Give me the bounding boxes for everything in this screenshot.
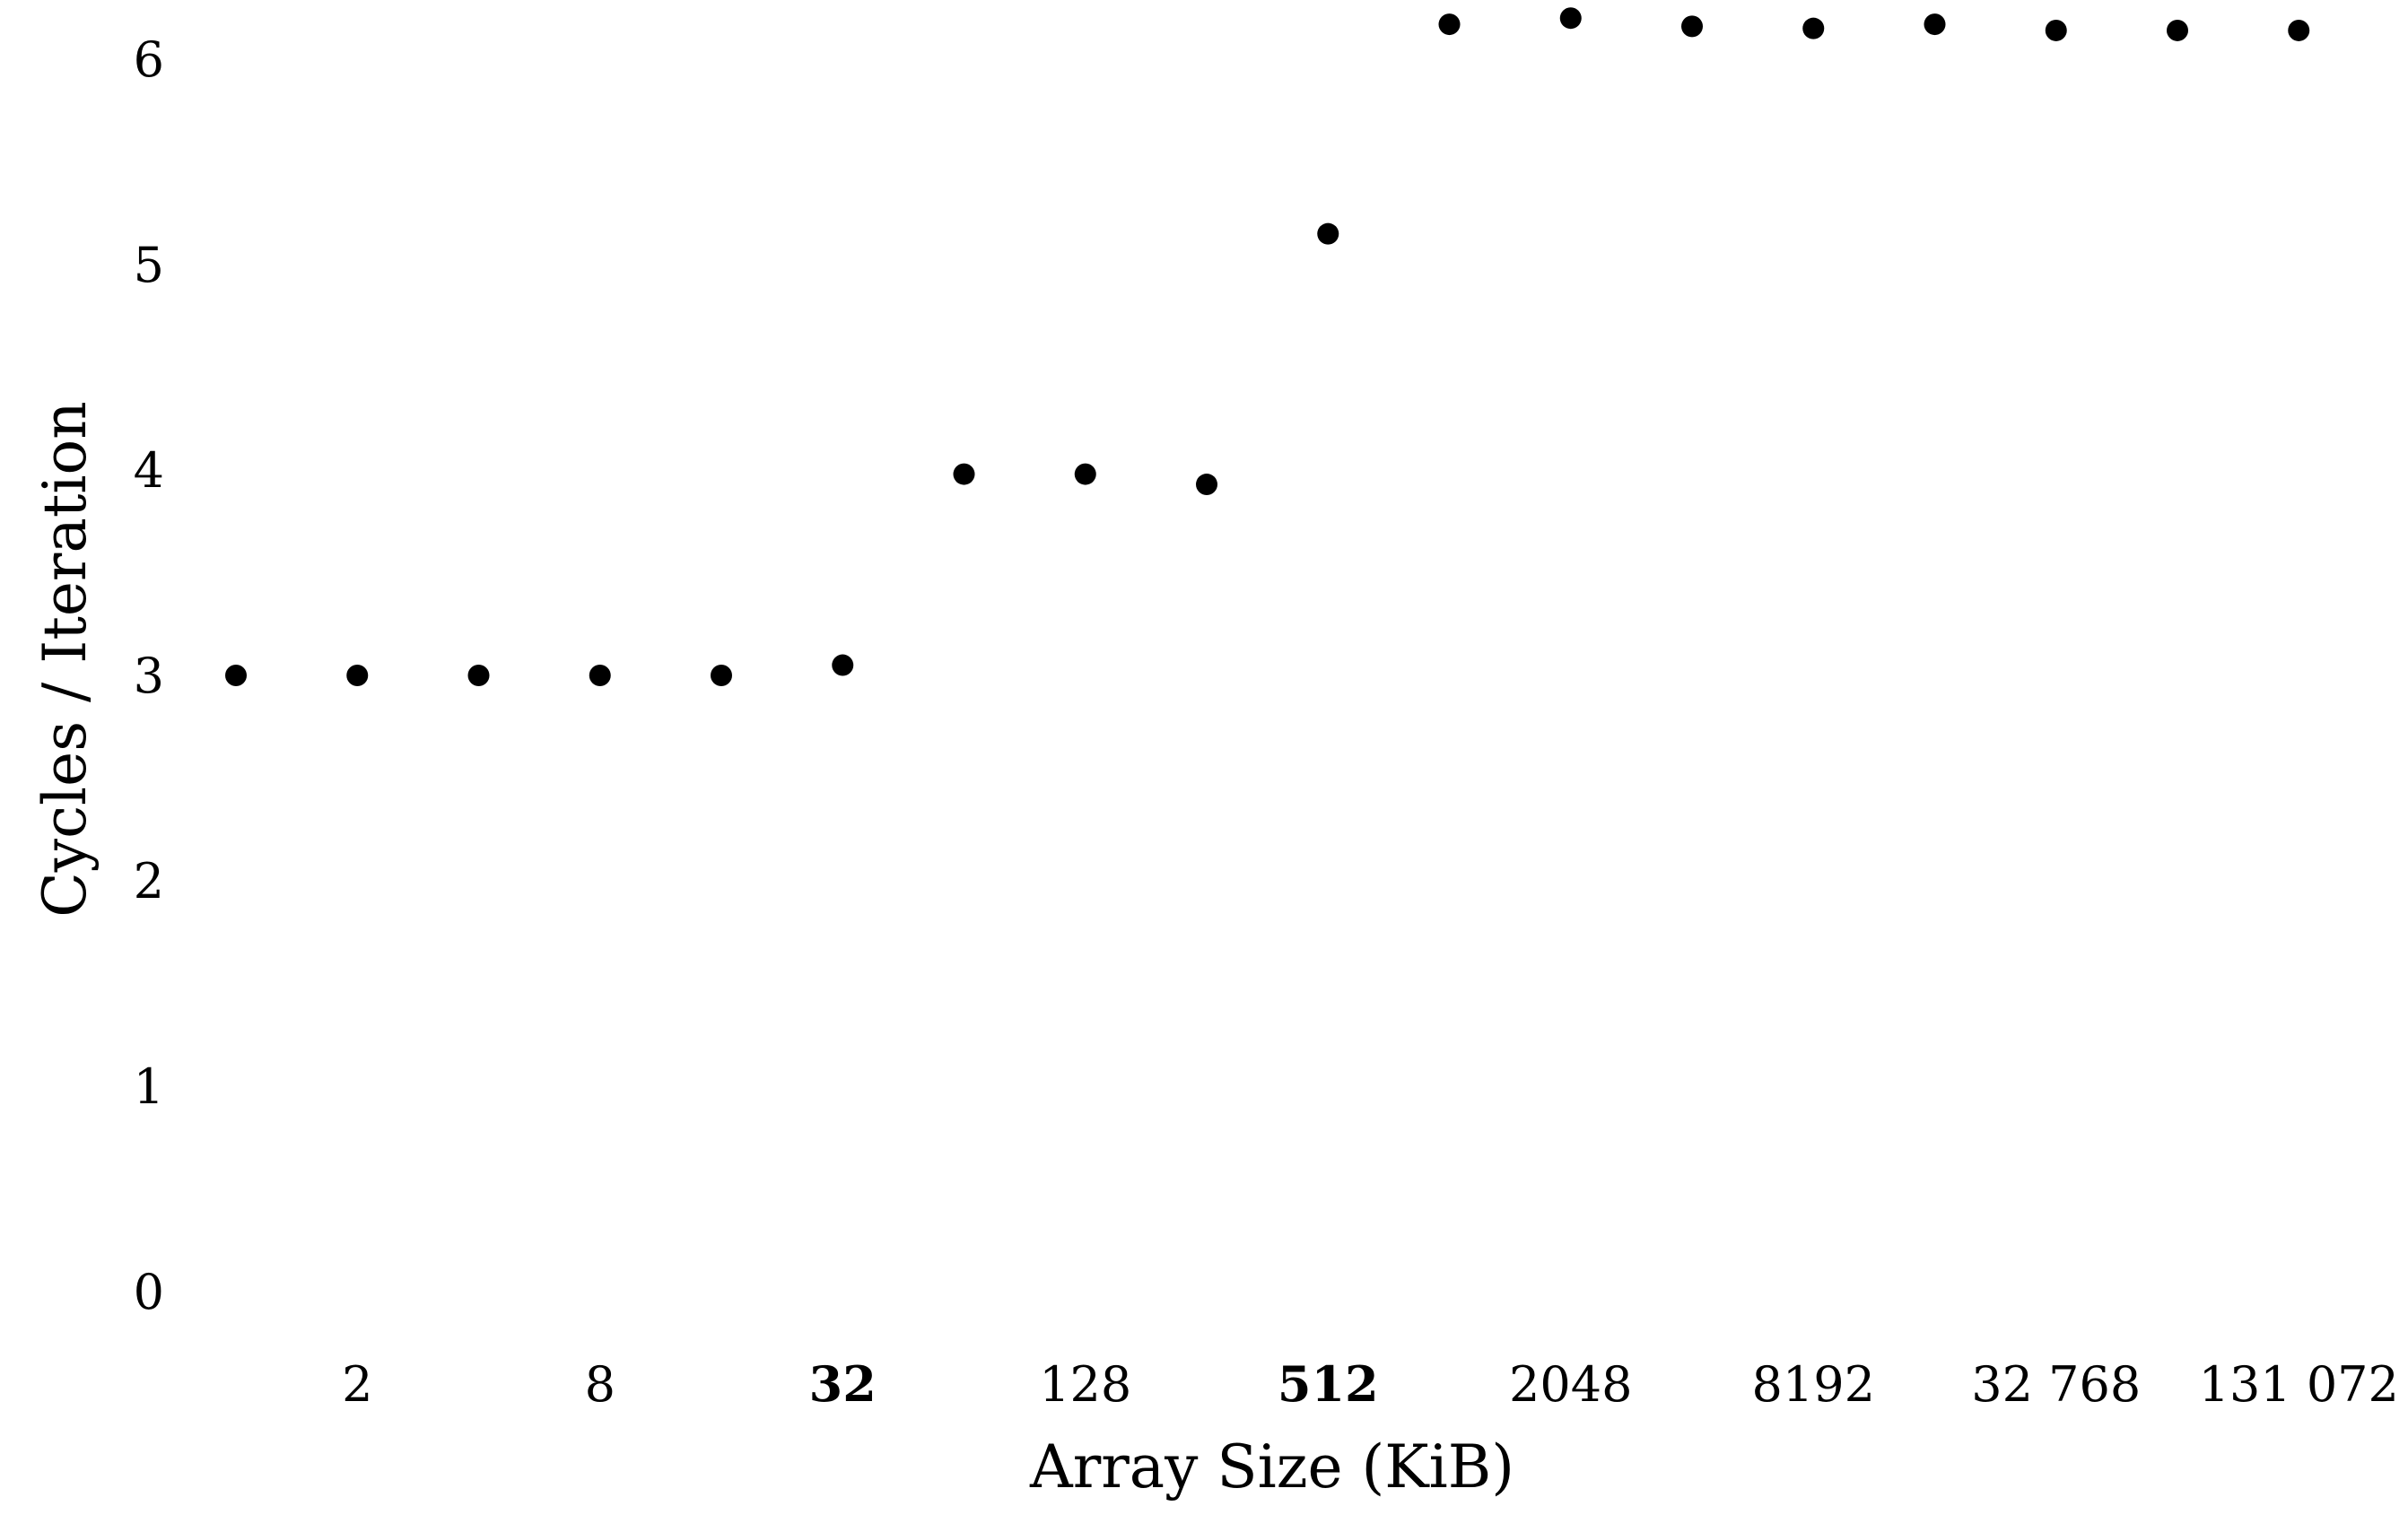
data-point [1074,463,1096,485]
data-point [467,665,490,686]
data-point [2288,19,2310,41]
x-tick-label: 8192 [1752,1356,1875,1413]
data-point [832,654,854,676]
y-tick-label: 0 [134,1264,164,1320]
data-point [1802,17,1825,39]
y-tick-label: 6 [134,31,164,88]
x-tick-label: 32 [809,1355,877,1413]
data-point [225,665,247,686]
data-point [1438,13,1461,36]
y-tick-label: 4 [134,442,164,499]
data-point [1559,7,1582,30]
x-tick-label: 2 [342,1356,372,1413]
data-point [1924,13,1946,36]
x-tick-label: 2048 [1509,1356,1632,1413]
x-axis-title: Array Size (KiB) [1029,1432,1514,1502]
data-point [1317,222,1339,245]
data-point [953,463,975,485]
data-point [1681,15,1703,38]
y-tick-label: 5 [134,237,164,293]
data-point [346,665,369,686]
data-point [711,665,732,686]
x-tick-label: 32 768 [1971,1356,2141,1413]
x-tick-label: 512 [1278,1355,1379,1413]
data-points [225,7,2310,686]
y-tick-label: 3 [134,648,164,704]
x-tick-label: 8 [585,1356,615,1413]
x-tick-label: 131 072 [2199,1356,2399,1413]
x-tick-label: 128 [1039,1356,1131,1413]
data-point [589,665,611,686]
data-point [1196,474,1217,496]
data-point [2167,19,2188,41]
data-point [2045,19,2067,41]
y-tick-label: 2 [134,853,164,910]
y-tick-label: 1 [134,1058,164,1115]
y-axis-title: Cycles / Iteration [31,401,100,917]
y-axis-ticks: 0 1 2 3 4 5 6 [134,31,164,1320]
x-axis-ticks: 2 8 32 128 512 2048 8192 32 768 131 072 [342,1355,2399,1413]
